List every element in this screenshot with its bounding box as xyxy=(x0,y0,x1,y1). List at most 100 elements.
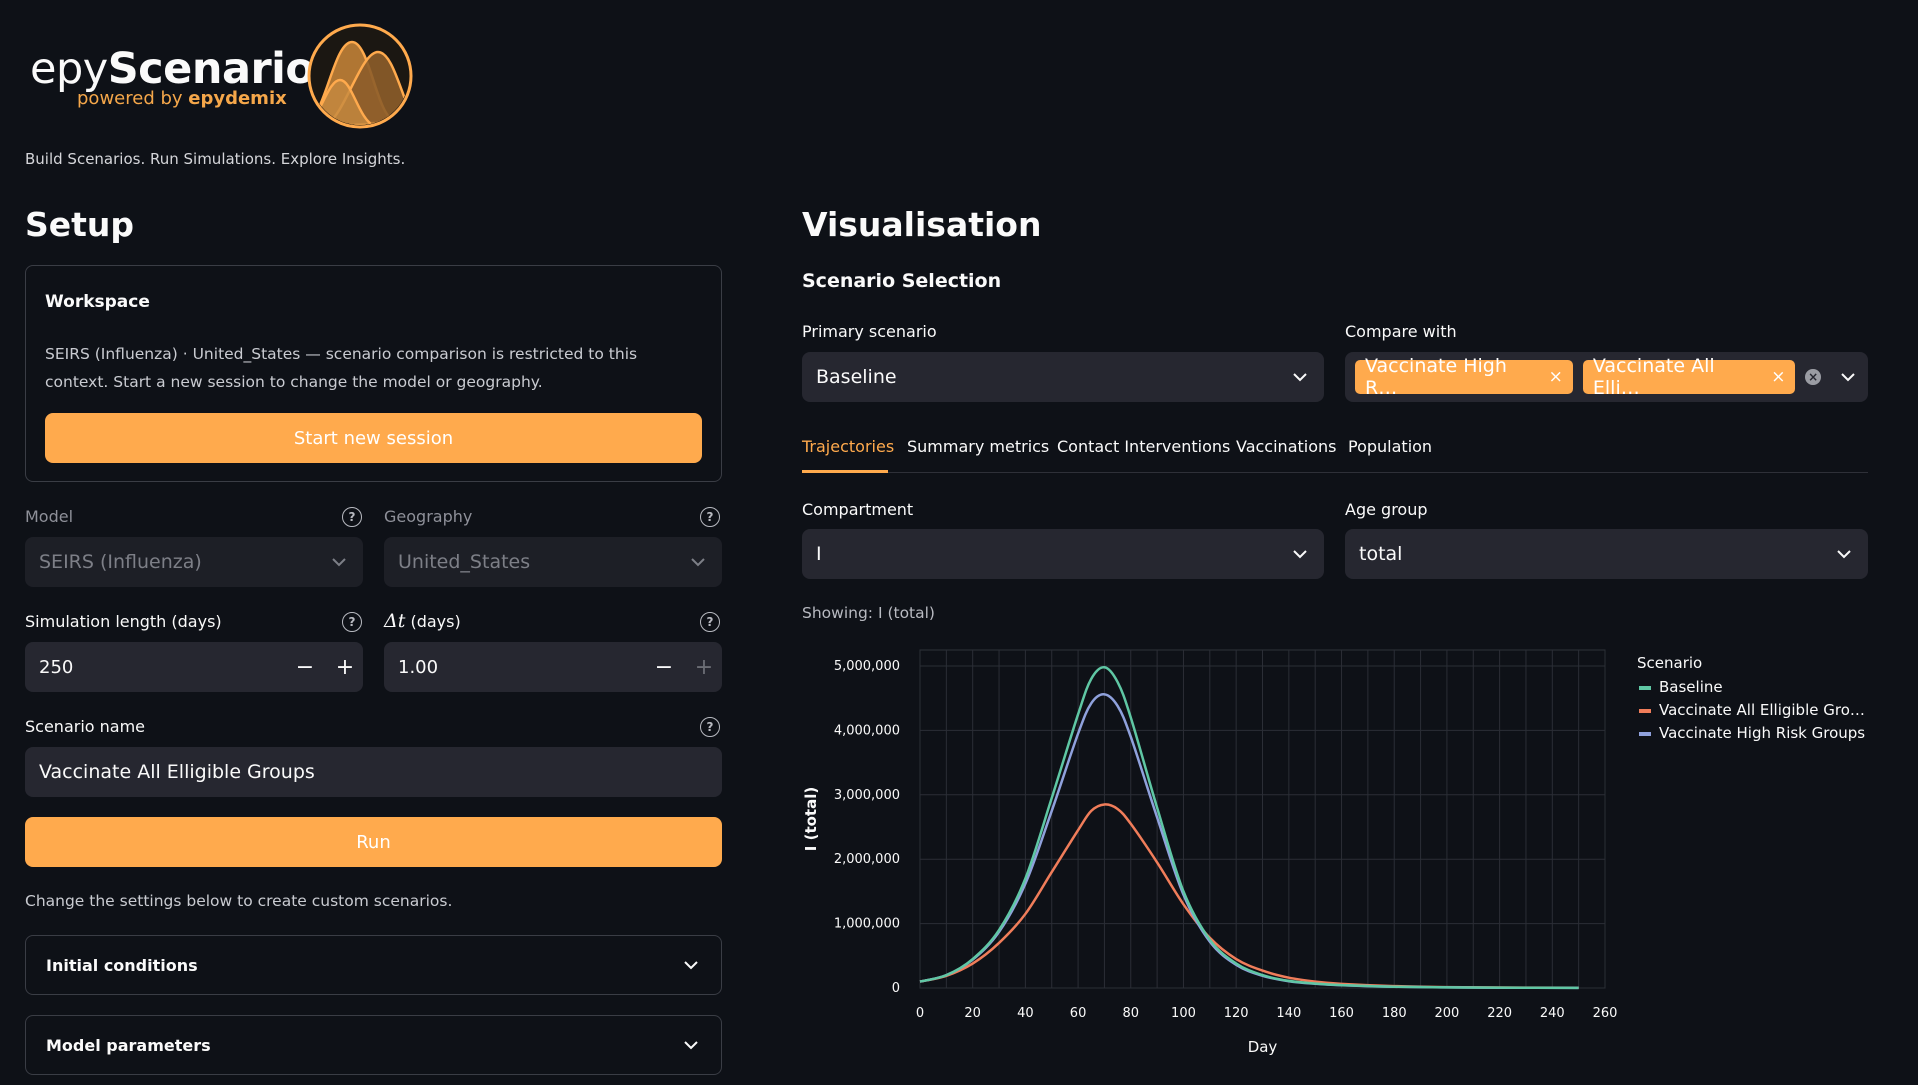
x-tick-label: 0 xyxy=(916,1006,924,1021)
x-axis-label: Day xyxy=(1248,1038,1278,1056)
model-label: Model xyxy=(25,507,74,526)
workspace-description: SEIRS (Influenza) · United_States — scen… xyxy=(45,345,638,391)
dt-label: Δt (days) xyxy=(384,610,461,632)
legend-swatch xyxy=(1639,732,1651,736)
sim-length-value: 250 xyxy=(39,656,74,678)
x-tick-label: 260 xyxy=(1593,1006,1618,1021)
y-tick-label: 2,000,000 xyxy=(834,852,900,867)
y-tick-label: 3,000,000 xyxy=(834,788,900,803)
dt-decrement-button[interactable]: − xyxy=(654,654,674,680)
trajectories-chart: 0 20 40 60 80 100 120 140 160 180 200 220 240 260 0 1,0… xyxy=(802,649,1865,1056)
primary-scenario-select[interactable]: Baseline xyxy=(802,352,1324,402)
compare-tag[interactable]: Vaccinate All Elli… × xyxy=(1582,355,1796,399)
sim-length-increment-button[interactable]: + xyxy=(335,654,355,680)
sim-length-help-icon[interactable]: ? xyxy=(342,612,362,632)
x-tick-label: 140 xyxy=(1276,1006,1301,1021)
chevron-down-icon xyxy=(681,955,701,975)
remove-tag-icon[interactable]: × xyxy=(1548,367,1563,387)
y-tick-label: 1,000,000 xyxy=(834,917,900,932)
visualisation-title: Visualisation xyxy=(802,205,1042,244)
x-tick-label: 160 xyxy=(1329,1006,1354,1021)
tab-summary-metrics[interactable]: Summary metrics xyxy=(907,437,1050,456)
start-new-session-button[interactable]: Start new session xyxy=(45,413,702,463)
series-line xyxy=(919,666,1579,990)
dt-value: 1.00 xyxy=(398,656,439,678)
legend-swatch xyxy=(1639,686,1651,690)
compare-with-label: Compare with xyxy=(1345,322,1457,341)
compartment-select[interactable]: I xyxy=(802,529,1324,579)
workspace-title: Workspace xyxy=(45,292,150,312)
x-tick-label: 120 xyxy=(1224,1006,1249,1021)
tab-population[interactable]: Population xyxy=(1348,437,1433,456)
run-button[interactable]: Run xyxy=(25,817,722,867)
chevron-down-icon xyxy=(688,552,708,572)
custom-scenarios-hint: Change the settings below to create cust… xyxy=(25,892,453,910)
y-tick-label: 0 xyxy=(892,981,900,996)
sim-length-decrement-button[interactable]: − xyxy=(295,654,315,680)
x-tick-label: 80 xyxy=(1122,1006,1139,1021)
initial-conditions-expander[interactable]: Initial conditions xyxy=(25,935,722,995)
model-select: SEIRS (Influenza) xyxy=(25,537,363,587)
chevron-down-icon xyxy=(1834,544,1854,564)
setup-title: Setup xyxy=(25,205,135,244)
chevron-down-icon xyxy=(329,552,349,572)
chevron-down-icon xyxy=(1290,367,1310,387)
active-tab-indicator xyxy=(802,470,888,473)
x-tick-label: 100 xyxy=(1171,1006,1196,1021)
legend-swatch xyxy=(1639,709,1651,713)
x-tick-label: 40 xyxy=(1017,1006,1034,1021)
x-tick-label: 240 xyxy=(1540,1006,1565,1021)
clear-all-icon[interactable]: × xyxy=(1805,369,1821,385)
age-group-select[interactable]: total xyxy=(1345,529,1868,579)
y-tick-label: 4,000,000 xyxy=(834,723,900,738)
scenario-selection-heading: Scenario Selection xyxy=(802,270,1002,292)
compartment-label: Compartment xyxy=(802,500,914,519)
compartment-value: I xyxy=(816,543,822,565)
model-parameters-label: Model parameters xyxy=(46,1035,211,1055)
app-logo-text: epyScenario xyxy=(30,44,315,94)
model-parameters-expander[interactable]: Model parameters xyxy=(25,1015,722,1075)
legend-label: Vaccinate All Elligible Gro… xyxy=(1659,701,1865,719)
age-group-value: total xyxy=(1359,543,1403,565)
scenario-name-label: Scenario name xyxy=(25,717,146,736)
initial-conditions-label: Initial conditions xyxy=(46,955,198,975)
tab-contact-interventions[interactable]: Contact Interventions xyxy=(1057,437,1231,456)
app-logo-subtitle: powered by epydemix xyxy=(77,88,287,109)
dt-increment-button[interactable]: + xyxy=(694,654,714,680)
dt-help-icon[interactable]: ? xyxy=(700,612,720,632)
chevron-down-icon xyxy=(1290,544,1310,564)
scenario-name-help-icon[interactable]: ? xyxy=(700,717,720,737)
model-help-icon[interactable]: ? xyxy=(342,507,362,527)
age-group-label: Age group xyxy=(1345,500,1428,519)
remove-tag-icon[interactable]: × xyxy=(1771,367,1786,387)
compare-tag[interactable]: Vaccinate High R… × xyxy=(1355,355,1573,399)
sim-length-label: Simulation length (days) xyxy=(25,612,222,631)
dt-input[interactable]: 1.00 − + xyxy=(384,642,722,692)
workspace-card: Workspace SEIRS (Influenza) · United_Sta… xyxy=(25,265,722,482)
epydemix-logo-icon xyxy=(306,22,414,134)
tab-vaccinations[interactable]: Vaccinations xyxy=(1236,437,1337,456)
chevron-down-icon[interactable] xyxy=(1839,367,1858,387)
geography-help-icon[interactable]: ? xyxy=(700,507,720,527)
tabs-divider xyxy=(802,472,1868,473)
legend-label: Vaccinate High Risk Groups xyxy=(1659,724,1865,742)
x-tick-label: 180 xyxy=(1382,1006,1407,1021)
geography-select: United_States xyxy=(384,537,722,587)
legend-title: Scenario xyxy=(1637,654,1702,672)
legend-label: Baseline xyxy=(1659,678,1723,696)
compare-with-multiselect[interactable]: Vaccinate High R… × Vaccinate All Elli… × … xyxy=(1345,352,1868,402)
primary-scenario-label: Primary scenario xyxy=(802,322,937,341)
scenario-name-input[interactable]: Vaccinate All Elligible Groups xyxy=(25,747,722,797)
primary-scenario-value: Baseline xyxy=(816,366,897,388)
sim-length-input[interactable]: 250 − + xyxy=(25,642,363,692)
scenario-name-value: Vaccinate All Elligible Groups xyxy=(39,761,315,783)
series-line xyxy=(919,693,1579,990)
x-tick-label: 220 xyxy=(1487,1006,1512,1021)
app-tagline: Build Scenarios. Run Simulations. Explor… xyxy=(25,150,406,168)
geography-label: Geography xyxy=(384,507,473,526)
y-axis-label: I (total) xyxy=(802,787,820,851)
model-value: SEIRS (Influenza) xyxy=(39,551,202,573)
showing-caption: Showing: I (total) xyxy=(802,604,935,622)
x-tick-label: 60 xyxy=(1070,1006,1087,1021)
tab-trajectories[interactable]: Trajectories xyxy=(802,437,895,456)
